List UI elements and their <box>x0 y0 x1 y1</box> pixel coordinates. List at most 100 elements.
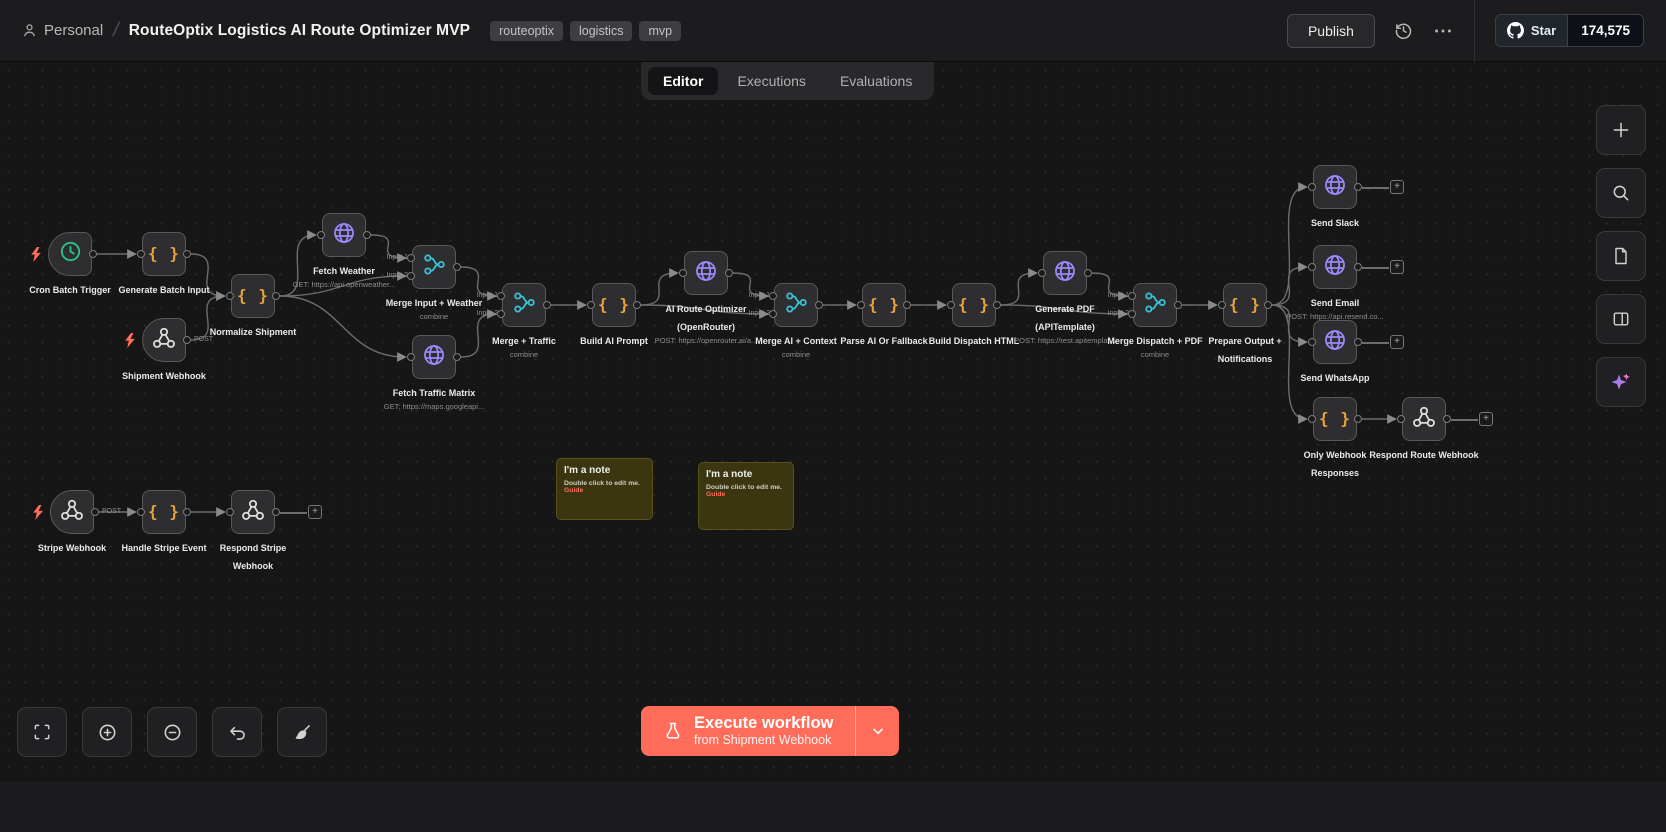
templates-button[interactable] <box>1596 231 1646 281</box>
ai-assistant-button[interactable] <box>1596 357 1646 407</box>
input-port[interactable] <box>1308 338 1316 346</box>
output-port[interactable] <box>1354 338 1362 346</box>
workflow-node-send-email[interactable]: + Send Email POST: https://api.resend.co..… <box>1286 245 1404 321</box>
input-port-2[interactable] <box>407 272 415 280</box>
input-port[interactable] <box>317 231 325 239</box>
output-port[interactable] <box>272 508 280 516</box>
output-port[interactable] <box>183 508 191 516</box>
output-port[interactable] <box>1084 269 1092 277</box>
workflow-node-gen-pdf[interactable]: Generate PDF (APITemplate) POST: https://… <box>1014 251 1116 345</box>
add-connected-node-button[interactable]: + <box>1390 180 1404 194</box>
workflow-node-respond-route[interactable]: + Respond Route Webhook <box>1369 397 1493 460</box>
workflow-node-stripe-webhook[interactable]: POST Stripe Webhook <box>33 490 121 553</box>
workflow-node-handle-stripe[interactable]: { } Handle Stripe Event <box>121 490 207 553</box>
add-connected-node-button[interactable]: + <box>308 505 322 519</box>
workflow-node-build-prompt[interactable]: { } Build AI Prompt <box>580 283 648 346</box>
workflow-node-merge-pdf[interactable]: Input 1 Input 2 Merge Dispatch + PDF combin… <box>1107 283 1203 359</box>
github-star-widget[interactable]: Star 174,575 <box>1494 14 1644 47</box>
output-port[interactable] <box>815 301 823 309</box>
workflow-node-ship-webhook[interactable]: POST Shipment Webhook <box>122 318 213 381</box>
input-port[interactable] <box>1308 183 1316 191</box>
tag[interactable]: routeoptix <box>490 20 563 41</box>
output-port[interactable] <box>1354 183 1362 191</box>
tag[interactable]: logistics <box>569 20 633 41</box>
execute-options-button[interactable] <box>855 706 900 756</box>
input-port[interactable] <box>1397 415 1405 423</box>
tag[interactable]: mvp <box>639 20 682 41</box>
undo-button[interactable] <box>212 707 262 757</box>
execute-workflow-button[interactable]: Execute workflow from Shipment Webhook <box>641 706 856 756</box>
more-options-button[interactable] <box>1432 20 1454 42</box>
zoom-out-button[interactable] <box>147 707 197 757</box>
workflow-node-merge-traffic[interactable]: Input 1 Input 2 Merge + Traffic combine <box>477 283 556 359</box>
input-port[interactable] <box>587 301 595 309</box>
output-port[interactable] <box>903 301 911 309</box>
input-port[interactable] <box>947 301 955 309</box>
add-connected-node-button[interactable]: + <box>1390 335 1404 349</box>
output-port[interactable] <box>453 263 461 271</box>
workflow-node-normalize[interactable]: { } Normalize Shipment <box>210 274 296 337</box>
output-port[interactable] <box>183 336 191 344</box>
search-button[interactable] <box>1596 168 1646 218</box>
sticky-note[interactable]: I'm a note Double click to edit me. Guide <box>698 462 794 530</box>
output-port[interactable] <box>633 301 641 309</box>
input-port[interactable] <box>407 353 415 361</box>
input-port[interactable] <box>226 508 234 516</box>
output-port[interactable] <box>1354 415 1362 423</box>
workflow-node-build-html[interactable]: { } Build Dispatch HTML <box>929 283 1019 346</box>
workflow-node-fetch-weather[interactable]: Fetch Weather GET: https://api.openweathe… <box>293 213 395 289</box>
input-port[interactable] <box>1308 415 1316 423</box>
tab-executions[interactable]: Executions <box>737 73 806 89</box>
output-port[interactable] <box>1264 301 1272 309</box>
input-port-1[interactable] <box>769 292 777 300</box>
workflow-node-send-slack[interactable]: + Send Slack <box>1308 165 1404 228</box>
output-port[interactable] <box>89 250 97 258</box>
output-port[interactable] <box>725 269 733 277</box>
sticky-note[interactable]: I'm a note Double click to edit me. Guide <box>556 458 653 520</box>
publish-button[interactable]: Publish <box>1286 13 1375 48</box>
workflow-node-prepare-out[interactable]: { } Prepare Output + Notifications <box>1208 283 1282 364</box>
input-port-2[interactable] <box>497 310 505 318</box>
workflow-node-merge-ai[interactable]: Input 1 Input 2 Merge AI + Context combine <box>749 283 837 359</box>
input-port[interactable] <box>1038 269 1046 277</box>
workflow-node-only-webhook[interactable]: { } Only Webhook Responses <box>1304 397 1366 478</box>
output-port[interactable] <box>543 301 551 309</box>
workflow-node-parse-ai[interactable]: { } Parse AI Or Fallback <box>840 283 928 346</box>
workflow-title[interactable]: RouteOptix Logistics AI Route Optimizer … <box>128 21 471 39</box>
workflow-node-respond-stripe[interactable]: + Respond Stripe Webhook <box>220 490 322 571</box>
input-port-1[interactable] <box>1128 292 1136 300</box>
output-port[interactable] <box>1354 263 1362 271</box>
workflow-node-merge-iw[interactable]: Input 1 Input 2 Merge Input + Weather combi… <box>386 245 482 321</box>
workflow-node-send-whatsapp[interactable]: + Send WhatsApp <box>1301 320 1404 383</box>
add-connected-node-button[interactable]: + <box>1479 412 1493 426</box>
output-port[interactable] <box>363 231 371 239</box>
sticky-note-guide-link[interactable]: Guide <box>706 491 726 498</box>
output-port[interactable] <box>1174 301 1182 309</box>
workflow-node-cron[interactable]: Cron Batch Trigger <box>29 232 111 295</box>
tab-evaluations[interactable]: Evaluations <box>839 73 913 89</box>
input-port[interactable] <box>226 292 234 300</box>
output-port[interactable] <box>91 508 99 516</box>
input-port[interactable] <box>679 269 687 277</box>
output-port[interactable] <box>272 292 280 300</box>
output-port[interactable] <box>1443 415 1451 423</box>
tab-editor[interactable]: Editor <box>648 67 719 95</box>
sticky-note-guide-link[interactable]: Guide <box>564 487 584 494</box>
add-connected-node-button[interactable]: + <box>1390 260 1404 274</box>
version-history-button[interactable] <box>1393 20 1414 41</box>
add-node-button[interactable] <box>1596 105 1646 155</box>
fit-view-button[interactable] <box>17 707 67 757</box>
input-port[interactable] <box>1218 301 1226 309</box>
input-port-1[interactable] <box>497 292 505 300</box>
workflow-node-fetch-traffic[interactable]: Fetch Traffic Matrix GET: https://maps.go… <box>384 335 484 411</box>
input-port[interactable] <box>857 301 865 309</box>
workflow-node-gen-batch[interactable]: { } Generate Batch Input <box>118 232 210 295</box>
tidy-up-button[interactable] <box>277 707 327 757</box>
input-port[interactable] <box>1308 263 1316 271</box>
zoom-in-button[interactable] <box>82 707 132 757</box>
input-port-2[interactable] <box>769 310 777 318</box>
input-port-1[interactable] <box>407 254 415 262</box>
output-port[interactable] <box>993 301 1001 309</box>
output-port[interactable] <box>453 353 461 361</box>
output-port[interactable] <box>183 250 191 258</box>
